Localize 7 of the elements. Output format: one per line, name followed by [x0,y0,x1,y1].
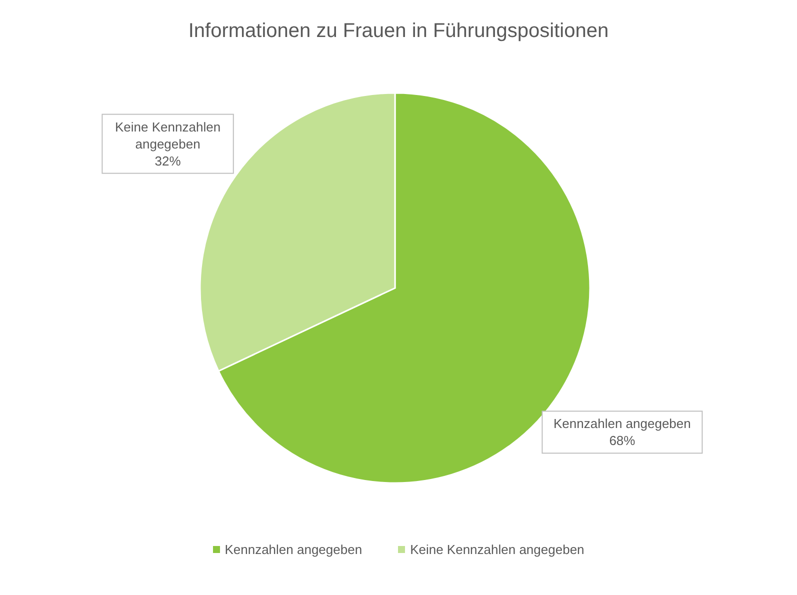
chart-title: Informationen zu Frauen in Führungspositionen [187,20,610,43]
slice-label: Keine Kennzahlen angegeben [115,119,221,152]
legend-label: Keine Kennzahlen angegeben [409,542,584,557]
data-label: 32% [154,153,182,168]
legend-label: Kennzahlen angegeben [224,542,362,557]
slice-label: Kennzahlen angegeben [554,416,691,432]
data-label: 68% [609,433,636,448]
